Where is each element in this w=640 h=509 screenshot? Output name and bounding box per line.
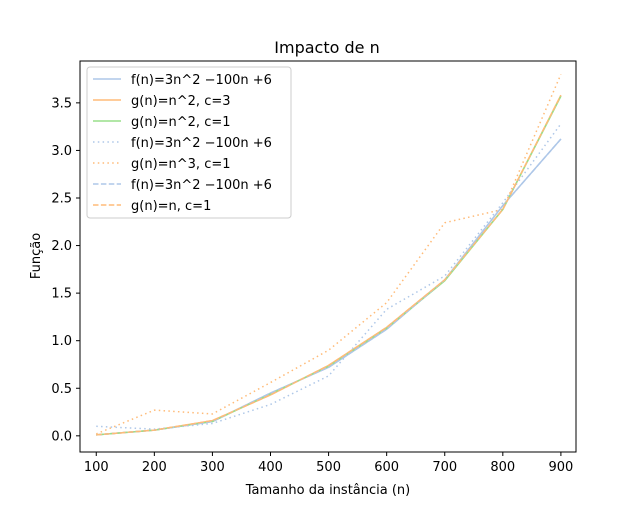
x-tick-label: 400 [258,460,283,475]
x-axis: 100 200 300 400 500 600 700 800 900 [84,452,573,475]
y-axis: 0.0 0.5 1.0 1.5 2.0 2.5 3.0 3.5 [51,96,80,444]
y-tick-label: 0.5 [51,382,72,397]
legend-label-4: f(n)=3n^2 −100n +6 [131,136,272,151]
x-tick-label: 900 [548,460,573,475]
y-tick-label: 3.0 [51,144,72,159]
y-tick-label: 2.5 [51,191,72,206]
y-tick-label: 1.5 [51,287,72,302]
y-tick-label: 0.0 [51,429,72,444]
series-line-7 [96,94,562,436]
y-tick-label: 3.5 [51,96,72,111]
x-tick-label: 100 [84,460,109,475]
legend: f(n)=3n^2 −100n +6 g(n)=n^2, c=3 g(n)=n^2,… [86,66,292,219]
x-axis-label: Tamanho da instância (n) [245,483,410,498]
legend-label-5: g(n)=n^3, c=1 [131,157,231,172]
y-tick-label: 2.0 [51,239,72,254]
plot-frame [79,60,577,453]
x-tick-label: 500 [316,460,341,475]
legend-label-6: f(n)=3n^2 −100n +6 [131,178,272,193]
x-tick-label: 800 [490,460,515,475]
series-line-4 [96,123,562,430]
y-axis-label: Função [29,233,44,279]
x-tick-label: 300 [200,460,225,475]
legend-label-7: g(n)=n, c=1 [131,199,211,214]
chart-title: Impacto de n [274,38,379,57]
series-line-5 [95,74,562,435]
series-line-6 [96,138,562,436]
plot-lines [95,74,562,436]
legend-label-1: f(n)=3n^2 −100n +6 [131,73,272,88]
x-tick-label: 700 [432,460,457,475]
y-tick-label: 1.0 [51,334,72,349]
legend-box [86,66,292,219]
legend-label-3: g(n)=n^2, c=1 [131,115,231,130]
legend-label-2: g(n)=n^2, c=3 [131,94,231,109]
x-tick-label: 200 [142,460,167,475]
x-tick-label: 600 [374,460,399,475]
